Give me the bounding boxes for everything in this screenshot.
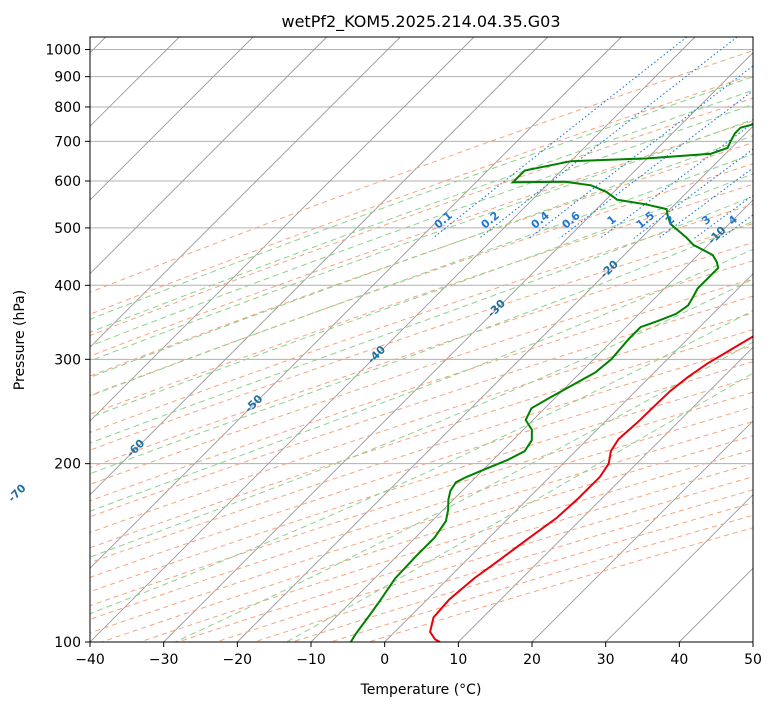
isotherm-line bbox=[90, 37, 475, 422]
mixing-ratio-line bbox=[432, 37, 688, 239]
moist-adiabat bbox=[90, 195, 753, 444]
mixing-ratio-line bbox=[599, 122, 753, 239]
y-tick-label: 300 bbox=[54, 352, 81, 368]
dry-adiabat bbox=[90, 295, 753, 518]
y-tick-label: 600 bbox=[54, 174, 81, 190]
x-tick-label: 40 bbox=[670, 652, 688, 668]
mixing-ratio-label: 1 bbox=[605, 213, 619, 228]
dry-adiabat bbox=[90, 203, 753, 433]
temperature-profile-line bbox=[429, 335, 753, 642]
plot-frame bbox=[89, 36, 754, 643]
x-tick-label: −20 bbox=[223, 652, 253, 668]
isotherm-label: -60 bbox=[124, 436, 147, 459]
dry-adiabat bbox=[90, 120, 753, 357]
dry-adiabat bbox=[101, 435, 753, 642]
dry-adiabat bbox=[90, 260, 753, 485]
dry-adiabat bbox=[90, 163, 753, 396]
x-tick-label: −30 bbox=[149, 652, 179, 668]
moist-adiabat bbox=[90, 309, 753, 615]
x-tick-label: 10 bbox=[449, 652, 467, 668]
moist-adiabat bbox=[90, 118, 753, 362]
dry-adiabat bbox=[90, 345, 753, 564]
mixing-ratio-line bbox=[720, 214, 753, 239]
mixing-ratio-line bbox=[694, 194, 753, 239]
isotherm-line bbox=[678, 567, 753, 642]
dry-adiabat bbox=[90, 361, 753, 578]
dry-adiabat bbox=[215, 476, 753, 642]
x-tick-label: −10 bbox=[296, 652, 326, 668]
isotherm-line bbox=[384, 273, 753, 642]
dry-adiabat bbox=[90, 312, 753, 534]
dry-adiabat bbox=[90, 142, 753, 377]
isotherm-line bbox=[90, 37, 549, 496]
moist-adiabat bbox=[90, 76, 753, 320]
mixing-ratio-label: 2 bbox=[663, 213, 677, 228]
dry-adiabat bbox=[330, 514, 753, 642]
dry-adiabat bbox=[90, 241, 753, 469]
dry-adiabat bbox=[90, 278, 753, 502]
moist-adiabat bbox=[90, 220, 753, 475]
dry-adiabat bbox=[90, 50, 753, 293]
tick-labels: −40 −30 −20 −10 0 10 20 30 40 50 100 200 300 400 500 60… bbox=[45, 43, 762, 668]
moist-adiabat bbox=[90, 89, 753, 333]
x-tick-label: 50 bbox=[744, 652, 762, 668]
isotherm-line bbox=[90, 37, 328, 275]
dry-adiabat bbox=[90, 391, 753, 607]
isotherm-line bbox=[90, 37, 696, 642]
moist-adiabat bbox=[90, 153, 753, 397]
x-tick-label: 0 bbox=[380, 652, 389, 668]
dry-adiabat bbox=[368, 527, 753, 642]
moist-adiabat bbox=[90, 135, 753, 378]
mixing-ratio-line bbox=[559, 90, 753, 239]
moist-adiabat bbox=[90, 103, 753, 347]
y-tick-label: 400 bbox=[54, 278, 81, 294]
isotherm-line bbox=[163, 52, 753, 642]
moist-adiabat bbox=[90, 278, 753, 558]
moist-adiabat bbox=[90, 248, 753, 512]
mixing-ratio-line bbox=[478, 37, 738, 239]
dry-adiabat bbox=[90, 97, 753, 337]
x-tick-label: 30 bbox=[597, 652, 615, 668]
x-tick-label: −40 bbox=[75, 652, 105, 668]
moist-adiabat bbox=[90, 173, 753, 419]
isotherm-label: -70 bbox=[5, 481, 28, 504]
mixing-ratio-line bbox=[760, 37, 775, 238]
chart-title: wetPf2_KOM5.2025.214.04.35.G03 bbox=[281, 12, 560, 32]
background-lines bbox=[90, 37, 775, 642]
isotherm-label: -30 bbox=[485, 297, 508, 320]
isotherm-line bbox=[752, 641, 753, 642]
x-tick-label: 20 bbox=[523, 652, 541, 668]
isotherm-line bbox=[90, 37, 401, 348]
y-tick-label: 100 bbox=[54, 635, 81, 651]
data-lines bbox=[349, 123, 753, 642]
isotherm-line bbox=[531, 420, 753, 642]
isotherm-line bbox=[457, 346, 753, 642]
y-tick-label: 200 bbox=[54, 457, 81, 473]
x-axis-label: Temperature (°C) bbox=[360, 682, 482, 698]
y-axis-label: Pressure (hPa) bbox=[12, 290, 28, 390]
mixing-ratio-line bbox=[658, 167, 753, 239]
isotherm-line bbox=[90, 37, 622, 569]
y-tick-label: 1000 bbox=[45, 43, 81, 59]
y-tick-label: 900 bbox=[54, 70, 81, 86]
isotherm-line bbox=[605, 494, 753, 642]
dry-adiabat bbox=[90, 376, 753, 593]
isotherm-label: -50 bbox=[242, 392, 265, 415]
dry-adiabat bbox=[90, 183, 753, 415]
y-tick-label: 700 bbox=[54, 134, 81, 150]
dry-adiabat bbox=[292, 502, 753, 642]
y-tick-label: 800 bbox=[54, 100, 81, 116]
isotherm-label: -10 bbox=[705, 223, 728, 246]
y-tick-label: 500 bbox=[54, 221, 81, 237]
dry-adiabat bbox=[90, 223, 753, 451]
isotherm-line bbox=[90, 37, 254, 201]
dry-adiabat bbox=[90, 329, 753, 549]
dewpoint-profile-line bbox=[349, 123, 753, 642]
dry-adiabat bbox=[90, 74, 753, 315]
line-labels: 0.10.20.40.611.5234-100-90-80-70-60-50-4… bbox=[5, 209, 740, 505]
isotherm-line bbox=[236, 125, 753, 642]
dry-adiabat bbox=[177, 462, 753, 642]
